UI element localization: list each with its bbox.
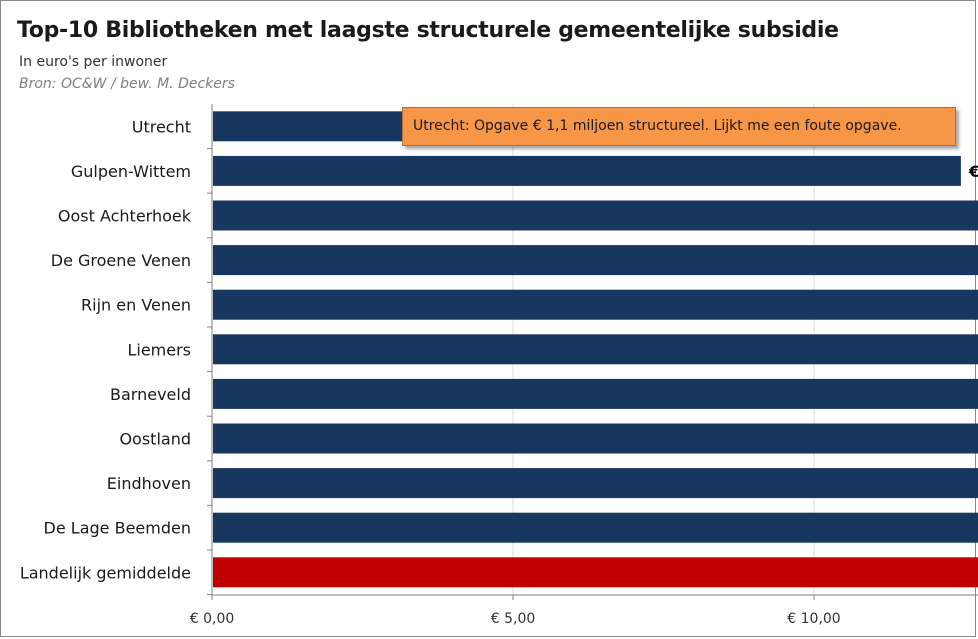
category-label: De Lage Beemden: [44, 519, 191, 538]
category-label: Landelijk gemiddelde: [20, 563, 191, 582]
chart-source: Bron: OC&W / bew. M. Deckers: [19, 76, 235, 92]
bar: [213, 111, 426, 142]
bar: [213, 334, 978, 365]
x-tick-label: € 10,00: [787, 611, 840, 627]
tick-labels: € 0,00€ 5,00€ 10,00€ 15,00€ 20,00: [190, 611, 841, 627]
axes: [207, 104, 978, 600]
x-tick-label: € 5,00: [491, 611, 536, 627]
bar: [213, 289, 978, 320]
category-label: Utrecht: [132, 117, 191, 136]
chart-subtitle: In euro's per inwoner: [19, 54, 168, 70]
category-label: De Groene Venen: [51, 251, 191, 270]
bar: [213, 200, 978, 231]
category-label: Oost Achterhoek: [58, 207, 192, 226]
category-label: Oostland: [119, 430, 191, 449]
bar: [213, 512, 978, 543]
x-tick-label: € 0,00: [190, 611, 235, 627]
value-label: € 12,44: [968, 162, 978, 181]
bars: [213, 111, 978, 588]
category-label: Rijn en Venen: [81, 296, 191, 315]
bar: [213, 378, 978, 409]
bar: [213, 155, 961, 186]
category-label: Gulpen-Wittem: [71, 162, 191, 181]
category-label: Liemers: [127, 340, 191, 359]
bar: [213, 468, 978, 499]
category-labels: Utrecht Gulpen-Wittem Oost Achterhoek De Gr…: [20, 117, 192, 582]
chart-title: Top-10 Bibliotheken met laagste structur…: [17, 18, 839, 43]
annotation-box: Utrecht: Opgave € 1,1 miljoen structuree…: [402, 107, 956, 146]
bar: [213, 245, 978, 276]
category-label: Barneveld: [110, 385, 191, 404]
bar-highlight: [213, 557, 978, 588]
bar: [213, 423, 978, 454]
category-label: Eindhoven: [107, 474, 191, 493]
